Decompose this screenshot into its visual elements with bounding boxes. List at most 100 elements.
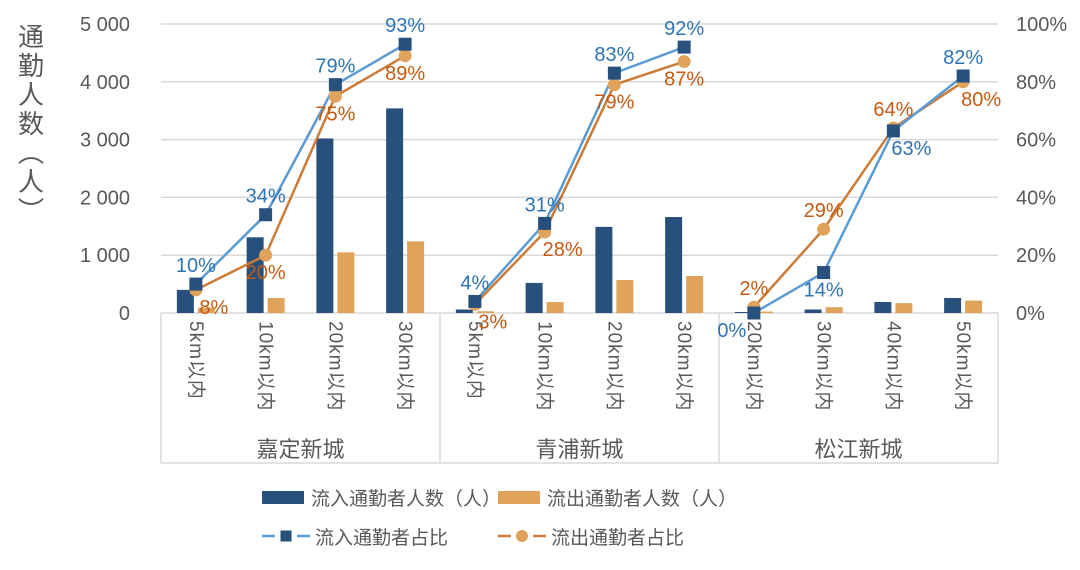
legend-circle-marker [516,530,528,542]
right-axis-tick-label: 0% [1016,303,1045,325]
outflow-line [473,60,685,306]
inflow-pct-label: 0% [717,320,746,342]
inflow-bar [804,309,822,313]
inflow-line [194,43,406,285]
outflow-pct-label: 8% [199,297,228,319]
legend-label-inflow-count: 流入通勤者人数（人） [311,488,502,510]
inflow-marker [747,306,761,320]
outflow-bar [616,280,634,313]
inflow-marker [398,37,412,51]
legend-item-outflow-pct: 流出通勤者占比 [498,523,734,550]
outflow-bar-swatch-icon [498,490,540,504]
legend-item-outflow-count: 流出通勤者人数（人） [498,484,737,511]
legend-row-bars: 流入通勤者人数（人） 流出通勤者人数（人） [262,484,737,511]
group-label: 松江新城 [814,437,902,462]
outflow-marker [259,248,273,262]
outflow-bar [197,307,215,313]
inflow-bar [734,312,752,313]
category-label: 20km以内 [603,321,625,411]
inflow-marker [956,69,970,83]
outflow-bar [686,276,704,313]
legend-item-inflow-count: 流入通勤者人数（人） [262,484,502,511]
left-axis-tick-label: 4 000 [80,72,130,94]
inflow-bar [455,309,473,313]
right-axis-tick-label: 20% [1016,245,1056,267]
outflow-pct-label: 79% [594,92,634,114]
category-label: 20km以内 [324,321,346,411]
left-axis-title-char: 勤 [18,51,44,81]
inflow-bar [665,217,683,313]
legend-row-lines: 流入通勤者占比 流出通勤者占比 [262,523,734,549]
inflow-pct-label: 79% [315,56,355,78]
legend-line-swatch-svg [498,530,546,542]
inflow-pct-label: 93% [385,15,425,37]
legend-label-outflow-pct: 流出通勤者占比 [551,527,685,549]
outflow-line [752,80,964,309]
outflow-pct-label: 2% [739,278,768,300]
inflow-line-swatch-icon [262,529,310,543]
outflow-bar [895,303,913,313]
inflow-marker [677,40,691,54]
inflow-marker [189,277,203,291]
inflow-marker [886,124,900,138]
category-label: 5km以内 [464,321,486,400]
right-axis-tick-label: 60% [1016,130,1056,152]
outflow-bar [267,297,285,313]
outflow-bar [755,311,773,313]
inflow-bar [176,289,194,313]
outflow-pct-label: 3% [478,311,507,333]
group-label: 青浦新城 [535,437,623,462]
outflow-pct-label: 89% [385,63,425,85]
left-axis-title-char: ︶ [18,196,44,226]
outflow-line-swatch-icon [498,529,546,543]
inflow-pct-label: 82% [943,47,983,69]
left-axis-tick-label: 2 000 [80,187,130,209]
left-axis-title-char: 数 [18,109,44,139]
legend-item-inflow-pct: 流入通勤者占比 [262,523,498,550]
outflow-bar [476,311,494,313]
inflow-pct-label: 14% [804,280,844,302]
inflow-line [753,75,964,315]
outflow-marker [677,55,691,69]
outflow-pct-label: 75% [315,103,355,125]
category-label: 5km以内 [185,321,207,400]
right-axis-tick-label: 100% [1016,14,1067,36]
inflow-bar [316,138,334,313]
legend-square-marker [280,530,292,542]
chart-legend: 流入通勤者人数（人） 流出通勤者人数（人） 流入通勤者占比 流出通勤者占比 [262,484,737,549]
outflow-pct-label: 28% [543,239,583,261]
outflow-bar [407,241,425,313]
outflow-pct-label: 29% [804,200,844,222]
category-label: 30km以内 [673,321,695,411]
left-axis-tick-label: 1 000 [80,245,130,267]
category-label: 30km以内 [394,321,416,411]
inflow-pct-label: 34% [246,186,286,208]
legend-label-inflow-pct: 流入通勤者占比 [315,527,449,549]
inflow-marker [468,294,482,308]
inflow-marker [817,266,831,280]
right-axis-tick-label: 40% [1016,187,1056,209]
outflow-marker [398,49,412,63]
inflow-pct-label: 31% [525,194,565,216]
outflow-bar [546,302,564,313]
inflow-bar [386,108,404,313]
inflow-bar-swatch-icon [262,490,304,504]
left-axis-title-char: 通 [18,22,44,52]
inflow-marker [538,216,552,230]
left-axis-tick-label: 3 000 [80,130,130,152]
inflow-line [473,45,685,303]
inflow-pct-label: 63% [891,138,931,160]
outflow-line [195,54,406,291]
outflow-marker [607,78,621,92]
outflow-pct-label: 80% [961,89,1001,111]
outflow-marker [817,222,831,236]
legend-line-swatch-svg [262,530,310,542]
inflow-pct-label: 83% [594,44,634,66]
inflow-marker [259,208,273,222]
outflow-bar [337,252,355,313]
group-label: 嘉定新城 [256,437,344,462]
left-axis-title-char: 人 [18,167,44,197]
outflow-pct-label: 87% [664,69,704,91]
